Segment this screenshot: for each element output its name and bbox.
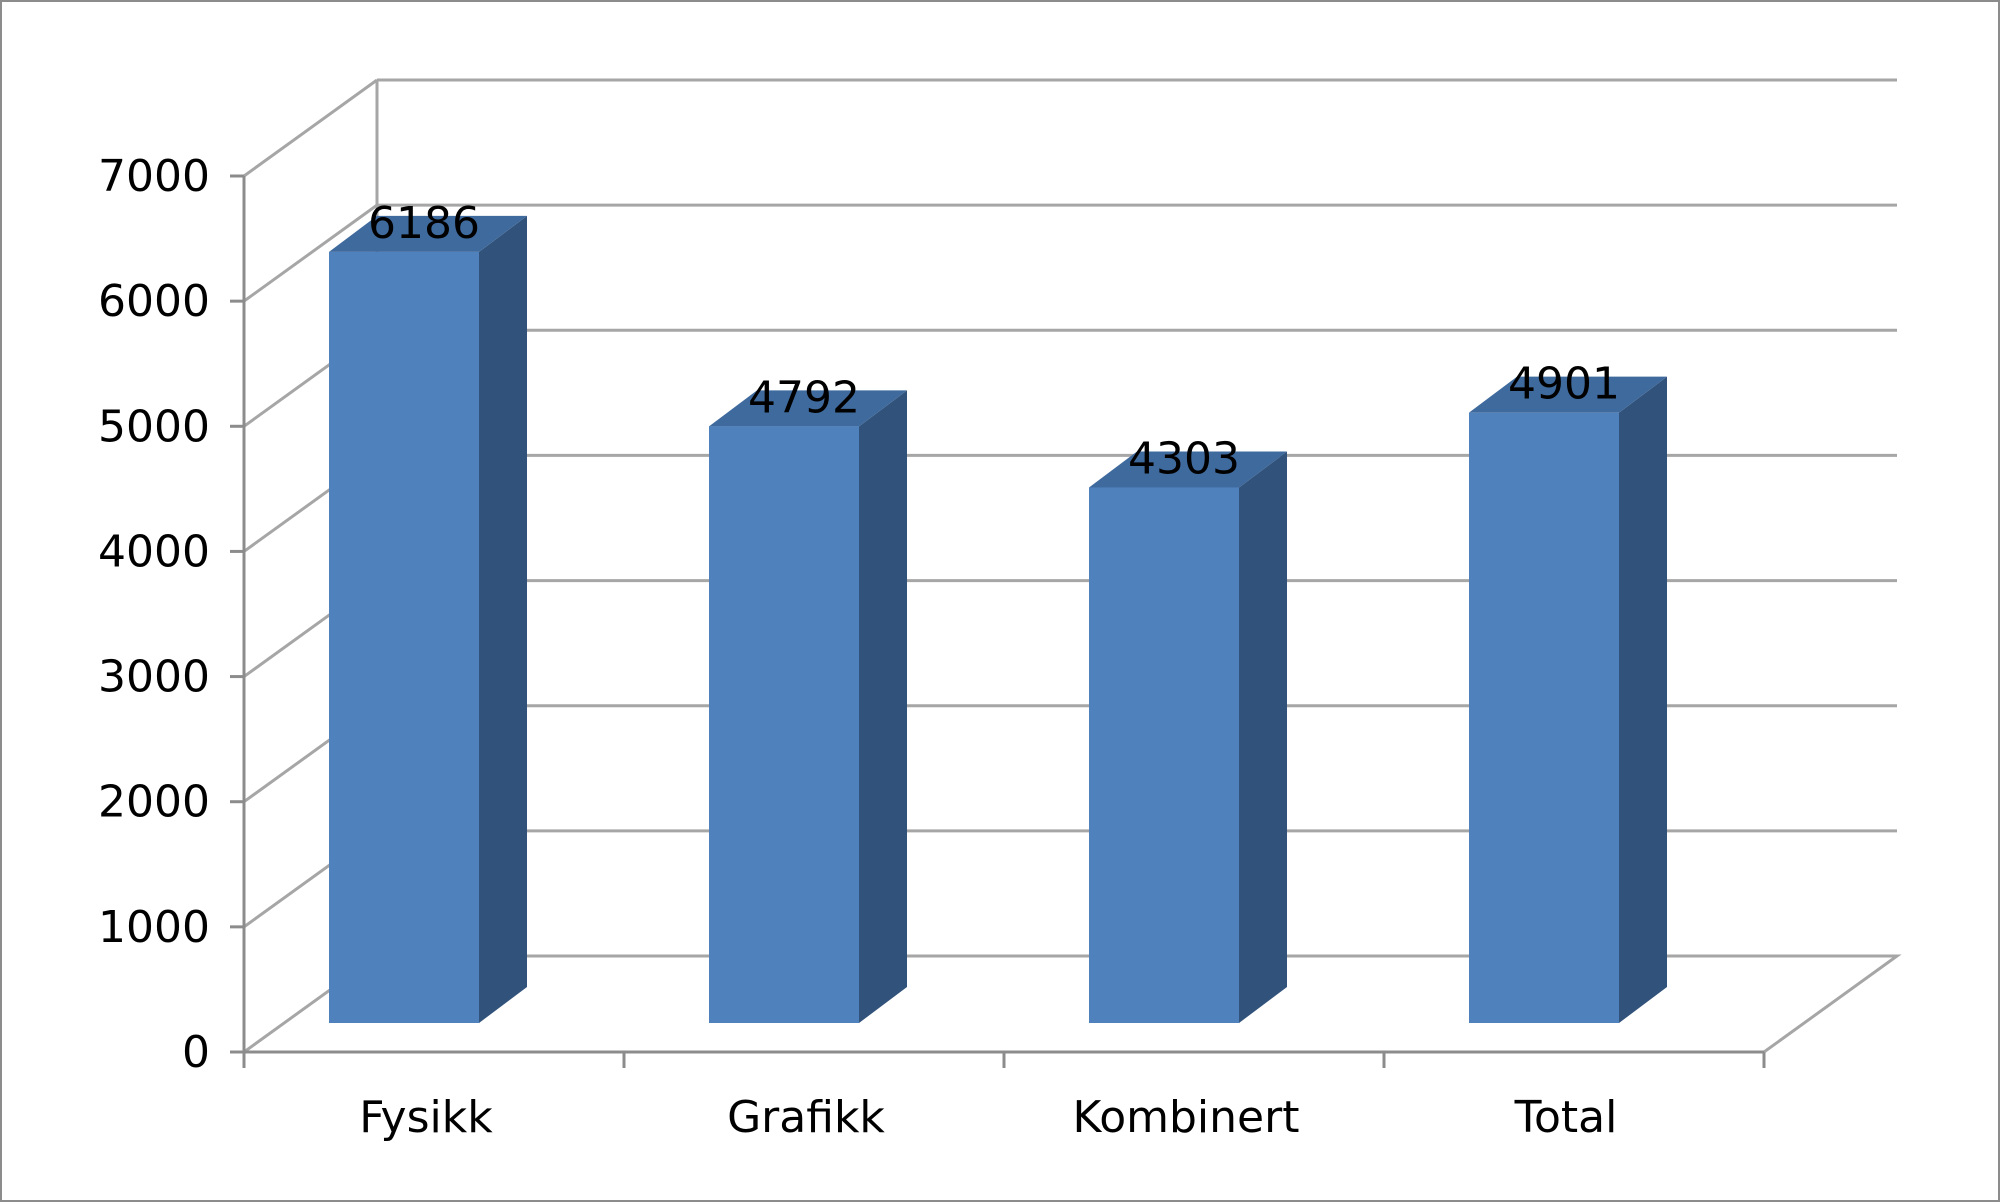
bar-top-grafikk [709,390,907,427]
y-tick-label: 4000 [98,526,210,577]
x-tick-label: Fysikk [359,1092,493,1143]
bar-side-total [1619,376,1667,1023]
bar-top-fysikk [329,215,527,252]
data-label: 4303 [1128,434,1240,485]
bar-side-kombinert [1239,451,1287,1024]
bar-kombinert [1089,487,1239,1024]
axes [230,174,1766,1068]
bars [329,215,1667,1024]
x-tick-label: Grafikk [727,1092,885,1143]
y-tick-label: 0 [182,1027,210,1078]
bar-grafikk [709,426,859,1023]
labels: 0 1000 2000 3000 4000 5000 6000 7000 6186 Fysikk 4… [98,151,1620,1143]
bar-top-total [1469,376,1667,413]
x-tick-label: Kombinert [1073,1092,1300,1143]
y-tick-label: 5000 [98,401,210,452]
bar-total [1469,412,1619,1023]
bar-side-fysikk [479,215,527,1024]
data-label: 4901 [1508,359,1620,410]
bar-fysikk [329,251,479,1024]
bar-side-grafikk [859,390,907,1023]
y-tick-label: 2000 [98,777,210,828]
y-tick-label: 7000 [98,151,210,202]
bar-top-kombinert [1089,451,1287,488]
data-label: 4792 [748,372,860,423]
y-tick-label: 6000 [98,276,210,327]
gridline-side [243,78,378,178]
y-tick-label: 1000 [98,902,210,953]
y-tick-label: 3000 [98,652,210,703]
data-label: 6186 [368,198,480,249]
gridline-side [243,203,378,303]
x-tick-label: Total [1514,1092,1618,1143]
